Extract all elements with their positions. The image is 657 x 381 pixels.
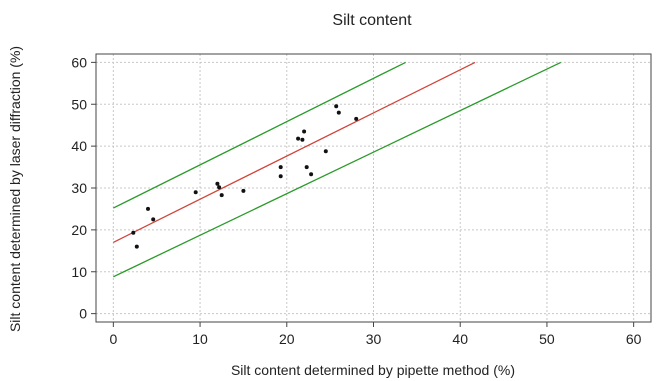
x-tick-label: 50 bbox=[539, 331, 555, 347]
data-point bbox=[146, 206, 150, 211]
x-tick-label: 30 bbox=[366, 331, 382, 347]
x-tick-label: 0 bbox=[109, 331, 117, 347]
data-point bbox=[334, 104, 339, 109]
y-tick-label: 60 bbox=[71, 54, 87, 70]
y-tick-label: 10 bbox=[71, 264, 87, 280]
data-point bbox=[296, 136, 301, 141]
x-tick-label: 60 bbox=[626, 331, 642, 347]
regression-line bbox=[113, 61, 476, 243]
data-point bbox=[217, 185, 222, 190]
x-axis-title: Silt content determined by pipette metho… bbox=[231, 362, 515, 378]
prediction-bound-line bbox=[113, 61, 562, 278]
data-point bbox=[304, 165, 309, 170]
y-tick-label: 0 bbox=[79, 306, 87, 322]
data-point bbox=[131, 230, 136, 235]
grid bbox=[96, 54, 651, 322]
data-point bbox=[309, 172, 314, 177]
data-point bbox=[354, 116, 359, 121]
y-axis-title: Silt content determined by laser diffrac… bbox=[7, 46, 23, 332]
data-point bbox=[323, 149, 328, 154]
data-point bbox=[336, 110, 341, 115]
fit-lines bbox=[113, 61, 562, 278]
y-tick-label: 50 bbox=[71, 96, 87, 112]
data-point bbox=[219, 193, 224, 198]
x-tick-label: 40 bbox=[452, 331, 468, 347]
x-axis: 0 10 20 30 40 50 60 bbox=[109, 322, 642, 347]
x-tick-label: 10 bbox=[192, 331, 208, 347]
y-tick-label: 40 bbox=[71, 138, 87, 154]
data-point bbox=[241, 188, 246, 193]
data-point bbox=[193, 190, 198, 195]
data-point bbox=[215, 181, 220, 186]
y-tick-label: 20 bbox=[71, 222, 87, 238]
data-points bbox=[131, 104, 359, 249]
y-tick-label: 30 bbox=[71, 180, 87, 196]
data-point bbox=[134, 244, 139, 249]
data-point bbox=[278, 165, 283, 170]
data-point bbox=[300, 137, 305, 142]
y-axis: 0 10 20 30 40 50 60 bbox=[71, 54, 96, 322]
x-tick-label: 20 bbox=[279, 331, 295, 347]
data-point bbox=[302, 129, 307, 134]
chart-title: Silt content bbox=[332, 12, 412, 29]
prediction-bound-line bbox=[113, 61, 406, 209]
data-point bbox=[278, 174, 283, 179]
data-point bbox=[151, 217, 156, 222]
